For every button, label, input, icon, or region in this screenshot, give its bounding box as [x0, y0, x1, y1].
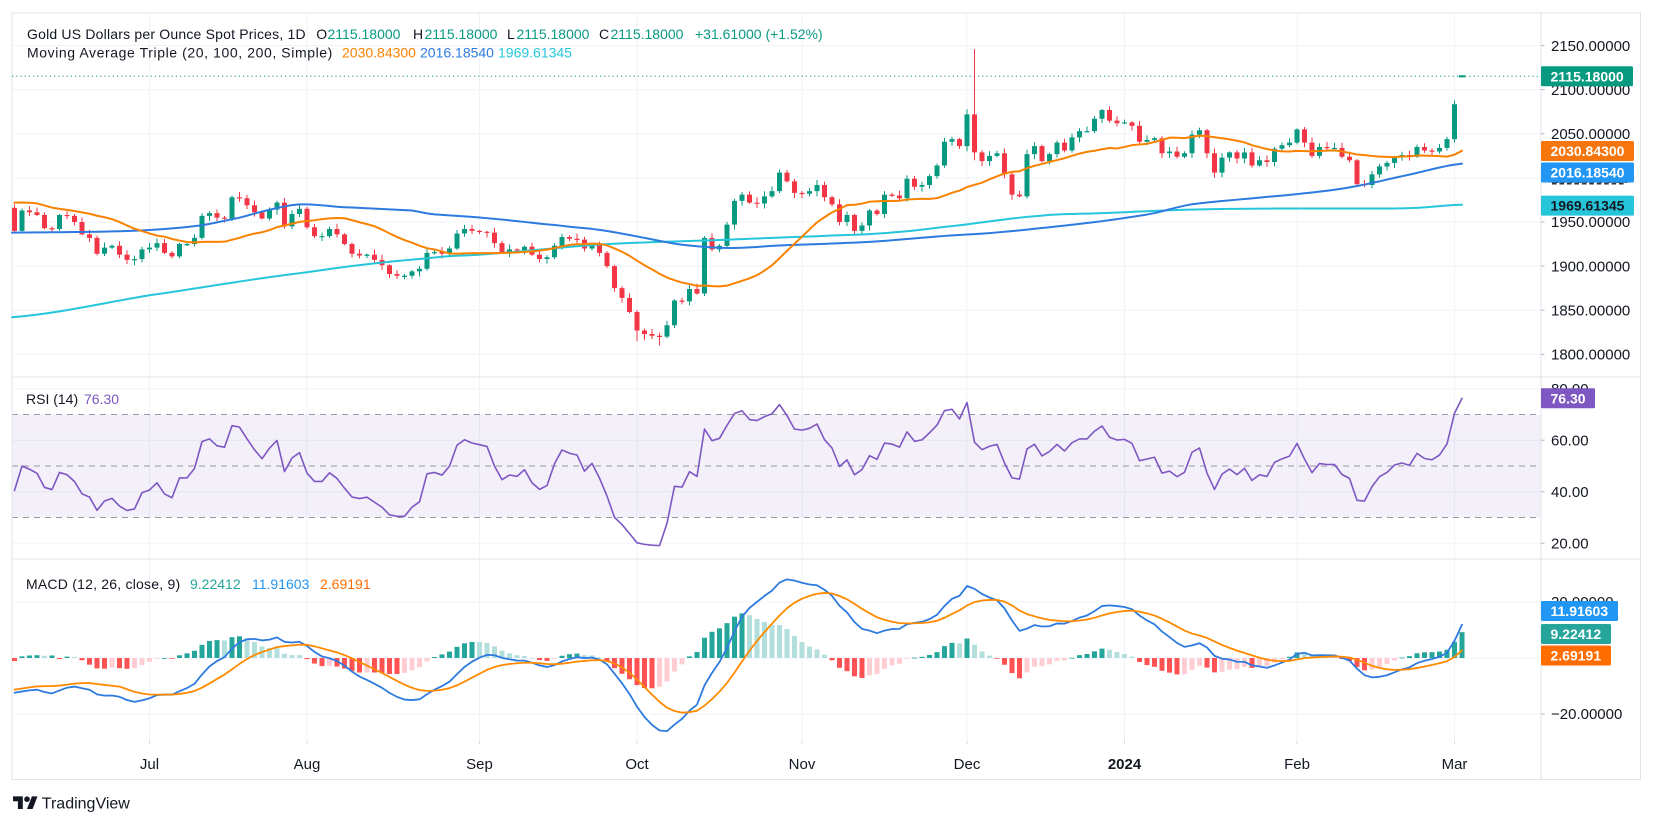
svg-text:L: L	[507, 26, 515, 42]
svg-text:2115.18000: 2115.18000	[517, 26, 590, 42]
svg-text:Gold US Dollars per Ounce Spot: Gold US Dollars per Ounce Spot Prices, 1…	[27, 26, 306, 42]
svg-text:2050.00000: 2050.00000	[1551, 126, 1630, 143]
svg-text:TradingView: TradingView	[42, 796, 130, 813]
svg-text:2024: 2024	[1108, 756, 1142, 773]
svg-text:2150.00000: 2150.00000	[1551, 38, 1630, 55]
svg-text:−20.00000: −20.00000	[1551, 706, 1622, 723]
svg-text:Nov: Nov	[789, 756, 816, 773]
svg-text:1850.00000: 1850.00000	[1551, 302, 1630, 319]
svg-text:9.22412: 9.22412	[1551, 626, 1602, 642]
svg-text:2115.18000: 2115.18000	[425, 26, 498, 42]
svg-text:2030.84300: 2030.84300	[1551, 143, 1625, 159]
svg-text:2.69191: 2.69191	[1551, 648, 1602, 664]
svg-text:+31.61000 (+1.52%): +31.61000 (+1.52%)	[695, 26, 823, 42]
svg-text:C: C	[599, 26, 609, 42]
svg-text:40.00: 40.00	[1551, 484, 1589, 501]
svg-text:Sep: Sep	[466, 756, 493, 773]
svg-text:11.91603: 11.91603	[252, 576, 310, 592]
svg-text:Oct: Oct	[625, 756, 649, 773]
svg-text:1800.00000: 1800.00000	[1551, 347, 1630, 364]
svg-text:76.30: 76.30	[1551, 390, 1586, 406]
svg-text:1900.00000: 1900.00000	[1551, 258, 1630, 275]
svg-text:9.22412: 9.22412	[190, 576, 241, 592]
svg-text:Dec: Dec	[954, 756, 981, 773]
svg-text:2016.18540: 2016.18540	[420, 45, 494, 61]
svg-text:Moving Average Triple (20, 100: Moving Average Triple (20, 100, 200, Sim…	[27, 45, 333, 61]
svg-text:76.30: 76.30	[84, 391, 119, 407]
svg-text:Mar: Mar	[1442, 756, 1468, 773]
svg-text:RSI (14): RSI (14)	[26, 391, 78, 407]
svg-text:1950.00000: 1950.00000	[1551, 214, 1630, 231]
svg-text:2115.18000: 2115.18000	[328, 26, 401, 42]
svg-text:2016.18540: 2016.18540	[1551, 165, 1625, 181]
svg-text:1969.61345: 1969.61345	[1551, 198, 1625, 214]
svg-text:20.00: 20.00	[1551, 535, 1589, 552]
svg-text:Feb: Feb	[1284, 756, 1310, 773]
svg-text:Jul: Jul	[140, 756, 159, 773]
svg-text:MACD (12, 26, close, 9): MACD (12, 26, close, 9)	[26, 576, 180, 592]
svg-text:2.69191: 2.69191	[320, 576, 371, 592]
svg-text:O: O	[316, 26, 327, 42]
svg-text:2030.84300: 2030.84300	[342, 45, 416, 61]
svg-text:60.00: 60.00	[1551, 432, 1589, 449]
svg-text:2115.18000: 2115.18000	[1551, 68, 1624, 84]
svg-text:Aug: Aug	[294, 756, 321, 773]
svg-text:H: H	[413, 26, 423, 42]
svg-text:1969.61345: 1969.61345	[498, 45, 572, 61]
svg-text:11.91603: 11.91603	[1551, 603, 1609, 619]
svg-text:2115.18000: 2115.18000	[611, 26, 684, 42]
